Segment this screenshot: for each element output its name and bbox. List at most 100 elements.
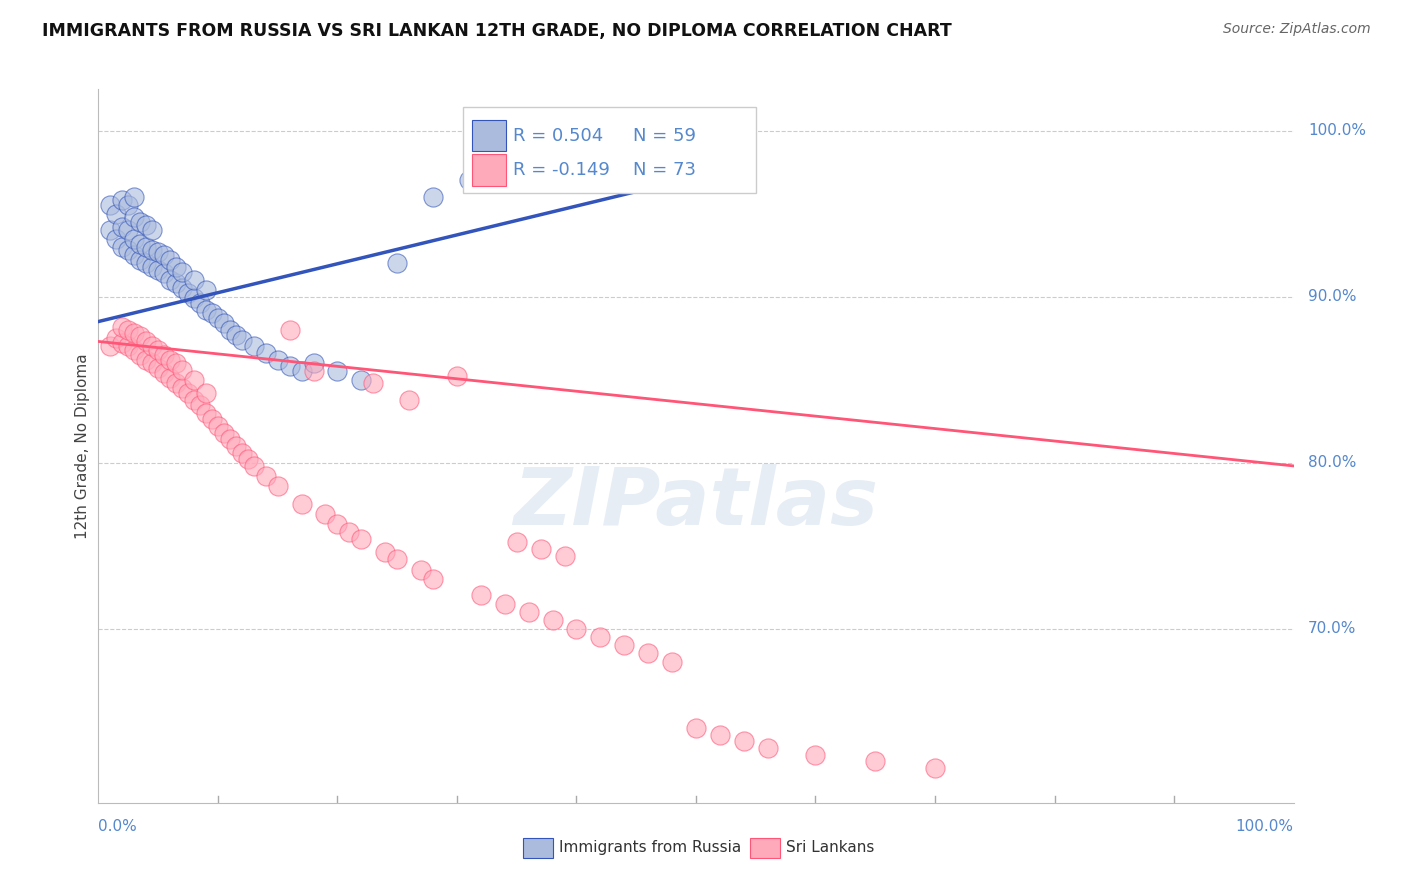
Point bbox=[254, 468, 277, 483]
Point bbox=[129, 348, 152, 362]
Point bbox=[326, 516, 349, 531]
Point bbox=[111, 240, 134, 254]
Point bbox=[111, 194, 134, 208]
Point bbox=[685, 721, 707, 735]
Point bbox=[124, 248, 146, 262]
Point bbox=[141, 260, 163, 274]
Point bbox=[172, 381, 194, 395]
Point bbox=[554, 549, 576, 563]
Point bbox=[183, 273, 205, 287]
Point bbox=[141, 243, 163, 257]
Point bbox=[446, 369, 468, 384]
Point bbox=[165, 277, 187, 291]
Point bbox=[195, 302, 218, 317]
Point bbox=[105, 231, 128, 245]
Text: 80.0%: 80.0% bbox=[1308, 455, 1357, 470]
Text: Sri Lankans: Sri Lankans bbox=[786, 840, 875, 855]
FancyBboxPatch shape bbox=[472, 120, 506, 152]
Point bbox=[188, 397, 211, 411]
Text: 0.0%: 0.0% bbox=[98, 820, 138, 834]
Point bbox=[148, 244, 170, 259]
Point bbox=[212, 425, 235, 440]
Text: Immigrants from Russia: Immigrants from Russia bbox=[558, 840, 741, 855]
Point bbox=[637, 647, 659, 661]
Point bbox=[105, 207, 128, 221]
Point bbox=[422, 572, 444, 586]
Point bbox=[124, 343, 146, 357]
Point bbox=[350, 373, 373, 387]
Point bbox=[565, 622, 588, 636]
Point bbox=[494, 597, 516, 611]
Point bbox=[135, 219, 157, 233]
Point bbox=[506, 535, 529, 549]
Point bbox=[363, 376, 385, 390]
Point bbox=[243, 339, 266, 353]
Point bbox=[411, 564, 433, 578]
Point bbox=[278, 323, 301, 337]
Point bbox=[135, 352, 157, 367]
Point bbox=[201, 306, 224, 320]
Point bbox=[385, 256, 409, 270]
Point bbox=[236, 452, 259, 467]
Point bbox=[195, 406, 218, 420]
Point bbox=[129, 236, 152, 251]
Y-axis label: 12th Grade, No Diploma: 12th Grade, No Diploma bbox=[75, 353, 90, 539]
Point bbox=[733, 734, 755, 748]
Point bbox=[517, 605, 540, 619]
Point bbox=[756, 741, 779, 756]
Point bbox=[111, 219, 134, 234]
Point bbox=[159, 273, 181, 287]
Point bbox=[165, 356, 187, 370]
Point bbox=[98, 339, 122, 353]
Point bbox=[148, 343, 170, 357]
Point bbox=[231, 333, 253, 347]
Point bbox=[153, 366, 176, 380]
Point bbox=[661, 655, 683, 669]
Point bbox=[278, 359, 301, 374]
Point bbox=[105, 331, 128, 345]
Point bbox=[111, 319, 134, 334]
Point bbox=[195, 385, 218, 400]
Point bbox=[326, 364, 349, 378]
Point bbox=[530, 541, 553, 556]
Point bbox=[685, 173, 707, 187]
Point bbox=[124, 210, 146, 224]
Text: ZIPatlas: ZIPatlas bbox=[513, 464, 879, 542]
Point bbox=[129, 253, 152, 268]
Text: Source: ZipAtlas.com: Source: ZipAtlas.com bbox=[1223, 22, 1371, 37]
Point bbox=[135, 334, 157, 349]
Point bbox=[183, 291, 205, 305]
Text: 100.0%: 100.0% bbox=[1236, 820, 1294, 834]
Point bbox=[506, 173, 529, 187]
Text: 90.0%: 90.0% bbox=[1308, 289, 1357, 304]
Point bbox=[124, 190, 146, 204]
Point bbox=[141, 223, 163, 237]
Point bbox=[98, 223, 122, 237]
Point bbox=[207, 311, 229, 326]
FancyBboxPatch shape bbox=[523, 838, 553, 858]
Point bbox=[924, 761, 946, 775]
Point bbox=[302, 364, 325, 378]
Point bbox=[350, 532, 373, 546]
Point bbox=[165, 260, 187, 274]
Text: 100.0%: 100.0% bbox=[1308, 123, 1365, 138]
Point bbox=[183, 373, 205, 387]
Point bbox=[565, 173, 588, 187]
Text: N = 59: N = 59 bbox=[633, 127, 696, 145]
Point bbox=[159, 352, 181, 367]
Point bbox=[865, 754, 887, 768]
FancyBboxPatch shape bbox=[749, 838, 780, 858]
Point bbox=[177, 385, 200, 400]
Point bbox=[804, 747, 827, 762]
Point bbox=[219, 433, 242, 447]
Point bbox=[172, 281, 194, 295]
Point bbox=[302, 356, 325, 370]
Point bbox=[159, 253, 181, 268]
Point bbox=[541, 613, 564, 627]
Point bbox=[148, 263, 170, 277]
Point bbox=[111, 336, 134, 351]
Point bbox=[153, 248, 176, 262]
Point bbox=[201, 412, 224, 426]
Point bbox=[172, 265, 194, 279]
Point bbox=[172, 362, 194, 376]
